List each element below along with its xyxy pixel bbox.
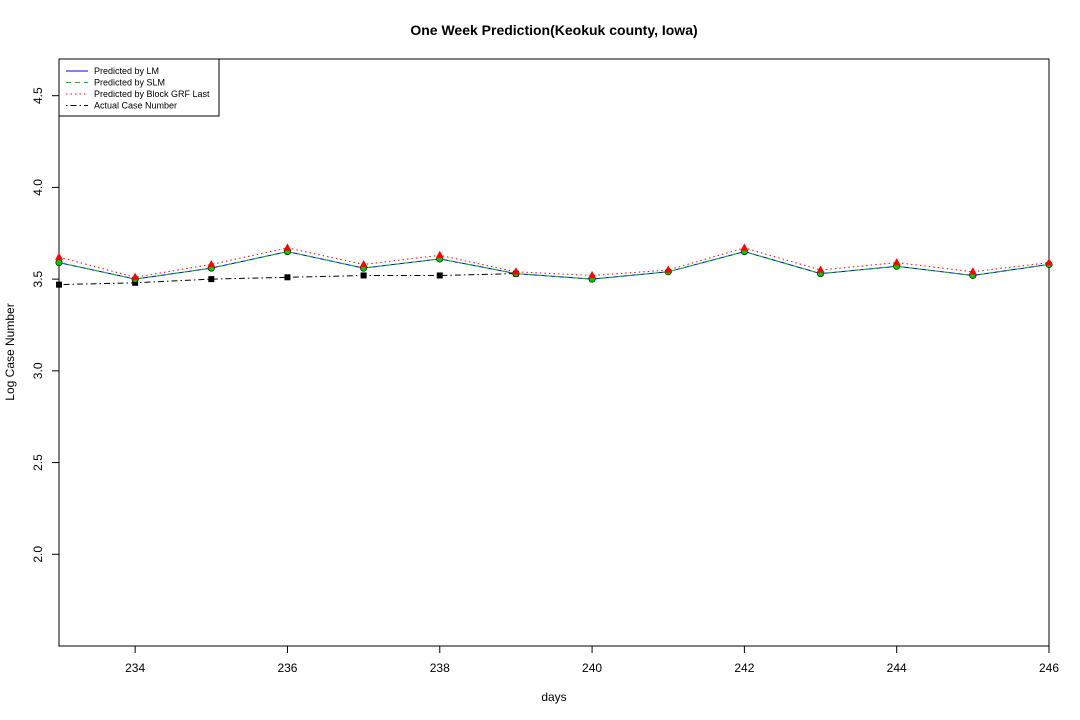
data-point-predicted-by-block-grf-last bbox=[588, 270, 597, 279]
data-point-actual-case-number bbox=[208, 276, 215, 283]
y-tick-label: 3.5 bbox=[31, 270, 45, 287]
x-tick-label: 238 bbox=[430, 661, 450, 675]
data-point-predicted-by-block-grf-last bbox=[359, 259, 368, 268]
data-point-predicted-by-block-grf-last bbox=[55, 252, 63, 260]
y-tick-label: 3.0 bbox=[31, 362, 45, 379]
data-point-predicted-by-block-grf-last bbox=[892, 258, 901, 266]
data-point-predicted-by-block-grf-last bbox=[816, 265, 825, 273]
x-tick-label: 234 bbox=[125, 661, 145, 675]
data-point-predicted-by-block-grf-last bbox=[283, 243, 292, 251]
series-line-predicted-by-block-grf-last bbox=[58, 247, 1050, 278]
x-tick-label: 244 bbox=[887, 661, 907, 675]
legend-label-actual-case-number: Actual Case Number bbox=[94, 101, 177, 111]
legend-label-predicted-by-block-grf-last: Predicted by Block GRF Last bbox=[94, 89, 210, 99]
legend-label-predicted-by-lm: Predicted by LM bbox=[94, 66, 159, 76]
plot-area: 234 236 238 240 242 244 246 2.0 2.5 3.0 3.5 4.0 4.5 bbox=[31, 58, 1059, 675]
data-point-predicted-by-block-grf-last bbox=[664, 265, 673, 273]
legend: Predicted by LM Predicted by SLMPredicted… bbox=[58, 58, 220, 117]
plot-frame bbox=[58, 58, 1050, 647]
data-point-actual-case-number bbox=[56, 281, 62, 288]
y-tick-label: 4.5 bbox=[31, 87, 45, 104]
data-point-actual-case-number bbox=[132, 279, 139, 286]
x-tick-label: 240 bbox=[582, 661, 602, 675]
data-point-actual-case-number bbox=[360, 272, 367, 279]
data-point-predicted-by-slm bbox=[55, 259, 63, 267]
data-point-predicted-by-block-grf-last bbox=[207, 259, 216, 268]
y-axis-label: Log Case Number bbox=[3, 303, 17, 400]
data-point-predicted-by-block-grf-last bbox=[968, 267, 977, 275]
data-point-predicted-by-block-grf-last bbox=[1045, 258, 1053, 266]
legend-label-predicted-by-slm: Predicted by SLM bbox=[94, 78, 165, 88]
x-tick-label: 246 bbox=[1039, 661, 1059, 675]
data-point-predicted-by-block-grf-last bbox=[511, 267, 520, 275]
legend-box bbox=[58, 58, 220, 117]
y-tick-label: 2.0 bbox=[31, 546, 45, 563]
x-axis-label: days bbox=[541, 690, 566, 704]
data-point-predicted-by-block-grf-last bbox=[740, 243, 749, 251]
data-point-predicted-by-block-grf-last bbox=[131, 272, 140, 281]
x-tick-label: 242 bbox=[734, 661, 754, 675]
chart-title: One Week Prediction(Keokuk county, Iowa) bbox=[410, 22, 697, 38]
data-point-predicted-by-block-grf-last bbox=[435, 250, 444, 259]
y-tick-label: 2.5 bbox=[31, 454, 45, 471]
data-point-actual-case-number bbox=[436, 272, 443, 279]
data-point-actual-case-number bbox=[284, 274, 291, 281]
y-tick-label: 4.0 bbox=[31, 179, 45, 196]
series-line-predicted-by-slm bbox=[58, 251, 1050, 280]
x-tick-label: 236 bbox=[277, 661, 297, 675]
